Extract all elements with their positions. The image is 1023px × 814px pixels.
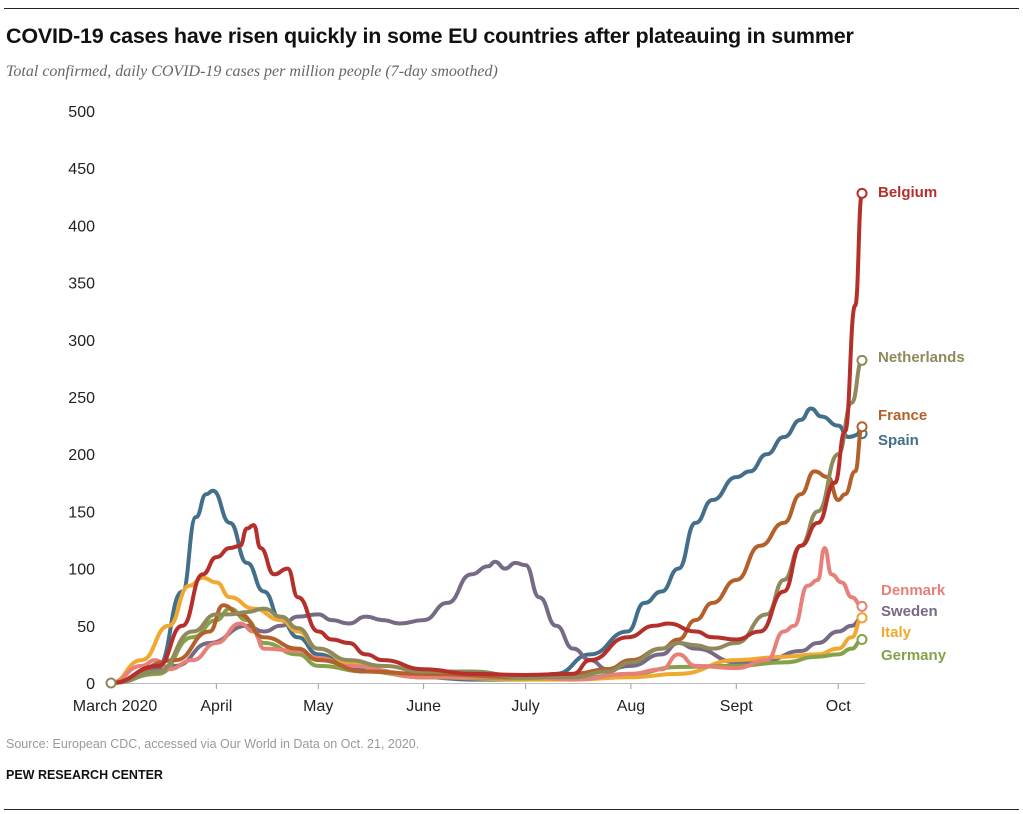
- series-labels: Spain Sweden Italy Germany Denmark France Neth…: [878, 184, 965, 664]
- top-rule: [4, 8, 1019, 9]
- series-line-sweden: [109, 559, 864, 685]
- bottom-rule: [4, 809, 1019, 810]
- chart-subtitle: Total confirmed, daily COVID-19 cases pe…: [6, 63, 498, 80]
- series-label-spain: Spain: [878, 432, 919, 449]
- series-label-belgium: Belgium: [878, 184, 937, 201]
- y-tick-label: 300: [68, 333, 95, 350]
- series-label-netherlands: Netherlands: [878, 349, 965, 366]
- x-tick-label: May: [303, 698, 333, 715]
- x-tick-label: April: [200, 698, 232, 715]
- x-tick-label: March 2020: [73, 698, 158, 715]
- x-tick-label: Sept: [720, 698, 753, 715]
- x-axis: March 2020 April May June July Aug Sept Oct: [73, 684, 851, 715]
- end-marker-netherlands: [856, 354, 868, 366]
- series-lines: [105, 187, 868, 689]
- series-label-sweden: Sweden: [881, 603, 938, 620]
- series-line-netherlands: [109, 358, 864, 685]
- end-marker-france: [856, 421, 868, 433]
- x-tick-label: July: [511, 698, 539, 715]
- x-tick-label: Oct: [826, 698, 851, 715]
- start-marker: [105, 677, 117, 689]
- y-tick-label: 350: [68, 276, 95, 293]
- end-marker-germany: [856, 634, 868, 646]
- chart-title: COVID-19 cases have risen quickly in som…: [6, 24, 854, 48]
- series-label-denmark: Denmark: [881, 582, 946, 599]
- end-marker-denmark: [856, 600, 868, 612]
- end-marker-italy: [856, 612, 868, 624]
- x-tick-label: Aug: [617, 698, 645, 715]
- y-tick-label: 500: [68, 104, 95, 121]
- series-line-france: [109, 424, 864, 685]
- series-label-germany: Germany: [881, 647, 947, 664]
- y-tick-label: 250: [68, 390, 95, 407]
- series-label-france: France: [878, 407, 927, 424]
- organization-credit: PEW RESEARCH CENTER: [6, 768, 163, 782]
- series-label-italy: Italy: [881, 624, 912, 641]
- y-tick-label: 0: [86, 676, 95, 693]
- y-tick-label: 450: [68, 161, 95, 178]
- y-axis: 0 50 100 150 200 250 300 350 400 450 500: [68, 104, 95, 693]
- y-tick-label: 150: [68, 504, 95, 521]
- x-tick-label: June: [406, 698, 441, 715]
- source-note: Source: European CDC, accessed via Our W…: [6, 737, 420, 751]
- y-tick-label: 400: [68, 218, 95, 235]
- series-line-belgium: [109, 191, 864, 685]
- y-tick-label: 200: [68, 447, 95, 464]
- series-line-denmark: [109, 546, 864, 685]
- end-marker-belgium: [856, 187, 868, 199]
- y-tick-label: 50: [77, 619, 95, 636]
- y-tick-label: 100: [68, 562, 95, 579]
